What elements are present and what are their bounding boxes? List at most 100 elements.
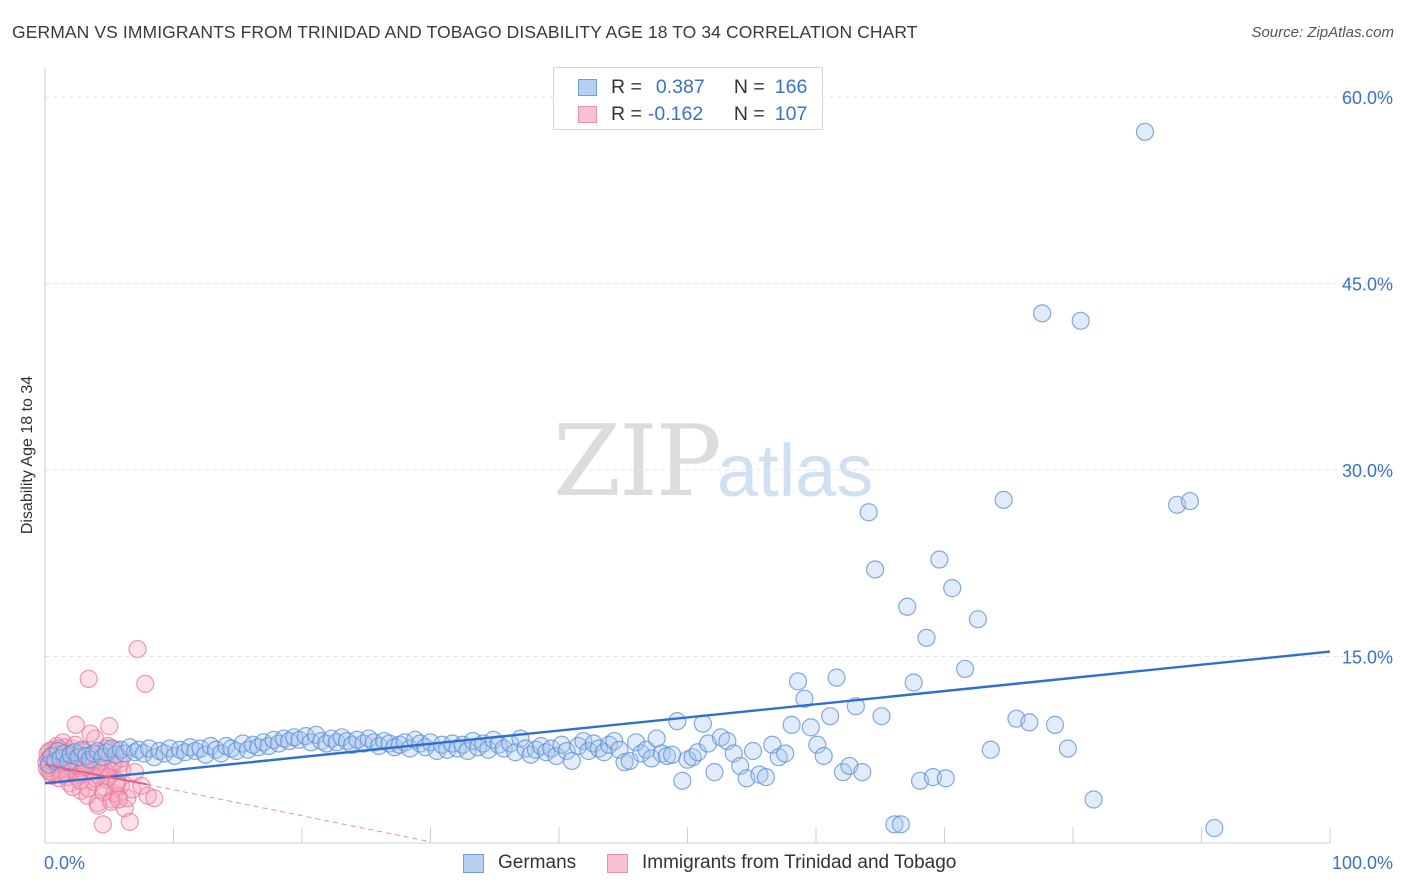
german-point [1071, 311, 1090, 330]
y-tick-label: 45.0% [1342, 275, 1393, 295]
german-point [788, 672, 808, 691]
german-point [343, 735, 362, 754]
german-point [1180, 491, 1200, 511]
german-point [904, 673, 923, 692]
german-point [134, 744, 154, 763]
x-tick-label: 100.0% [1332, 853, 1393, 873]
series-germans-points [39, 122, 1224, 838]
y-axis-label: Disability Age 18 to 34 [19, 375, 36, 535]
series-legend: Germans Immigrants from Trinidad and Tob… [0, 852, 1406, 878]
german-point [994, 490, 1013, 509]
german-point [866, 560, 885, 579]
source-label: Source: ZipAtlas.com [1251, 24, 1394, 41]
german-point [673, 771, 692, 790]
trend-lines [44, 650, 1331, 843]
german-point [827, 668, 846, 687]
german-point [821, 707, 840, 726]
legend-item-trinidad: Immigrants from Trinidad and Tobago [607, 852, 956, 874]
n-value: 166 [774, 75, 808, 98]
german-point [59, 753, 78, 772]
trinidad-point [81, 724, 100, 743]
stats-row-trinidad: R = -0.162 N = 107 [578, 101, 807, 127]
german-point [943, 579, 962, 598]
german-point [917, 628, 936, 647]
german-point [782, 715, 801, 734]
germans-trend-line [44, 650, 1331, 785]
stats-row-germans: R = 0.387 N = 166 [578, 74, 807, 100]
german-point [898, 597, 917, 616]
german-point [814, 746, 833, 766]
german-point [642, 749, 661, 768]
german-point [872, 707, 891, 726]
y-tick-label: 30.0% [1342, 461, 1393, 481]
axes [44, 68, 1331, 844]
german-point [662, 745, 682, 764]
german-point [801, 718, 820, 737]
german-point [795, 689, 814, 708]
y-tick-label: 15.0% [1342, 648, 1393, 668]
german-point [955, 659, 975, 679]
german-point [479, 740, 498, 759]
german-point [557, 741, 576, 761]
german-point [1135, 122, 1155, 141]
trinidad-point [79, 669, 98, 688]
german-point [569, 736, 588, 756]
german-point [936, 769, 955, 788]
german-point [1045, 715, 1065, 734]
tick-labels: 15.0% 30.0% 45.0% 60.0% 0.0% 100.0% [44, 88, 1393, 873]
german-point [705, 763, 724, 782]
german-point [930, 550, 949, 569]
legend-item-germans: Germans [463, 852, 576, 874]
r-value: -0.162 [647, 102, 704, 125]
german-point [1058, 739, 1077, 758]
trinidad-swatch [578, 105, 597, 123]
r-label: R = [611, 75, 642, 98]
gridlines [45, 96, 1392, 657]
german-point [1084, 790, 1103, 809]
y-tick-label: 60.0% [1342, 88, 1393, 108]
trinidad-swatch [607, 853, 628, 873]
stats-legend: R = 0.387 N = 166 R = -0.162 N = 107 [553, 67, 823, 130]
german-point [227, 741, 246, 761]
trinidad-point [120, 812, 139, 831]
german-point [196, 745, 215, 764]
germans-swatch [578, 78, 597, 96]
german-point [1033, 304, 1052, 323]
german-point [853, 763, 872, 782]
german-point [637, 740, 656, 759]
german-point [506, 743, 525, 762]
german-point [693, 714, 713, 733]
german-point [846, 697, 865, 716]
german-point [859, 503, 878, 522]
german-point [1020, 713, 1039, 732]
n-value: 107 [774, 102, 808, 125]
german-point [626, 733, 646, 752]
german-point [808, 735, 827, 754]
legend-label: Germans [498, 852, 577, 873]
trinidad-trend-extension [147, 784, 431, 843]
german-point [458, 741, 477, 761]
trinidad-point [100, 717, 119, 736]
trinidad-point [109, 790, 128, 809]
trinidad-point [93, 815, 112, 834]
trinidad-point [145, 789, 164, 808]
x-tick-label: 0.0% [44, 853, 85, 873]
german-point [605, 731, 624, 751]
trinidad-point [136, 674, 155, 693]
trinidad-point [66, 715, 85, 734]
trinidad-point [128, 639, 147, 659]
n-label: N = [733, 102, 765, 125]
german-point [683, 748, 702, 767]
trinidad-trend-line [44, 763, 148, 786]
germans-swatch [463, 853, 484, 873]
r-value: 0.387 [655, 75, 705, 98]
chart-title: GERMAN VS IMMIGRANTS FROM TRINIDAD AND T… [12, 22, 918, 42]
german-point [756, 768, 775, 787]
german-point [891, 815, 910, 834]
german-point [668, 712, 687, 731]
german-point [885, 815, 904, 834]
german-point [776, 744, 795, 763]
n-label: N = [733, 75, 765, 98]
watermark-zip: ZIP [553, 405, 722, 519]
